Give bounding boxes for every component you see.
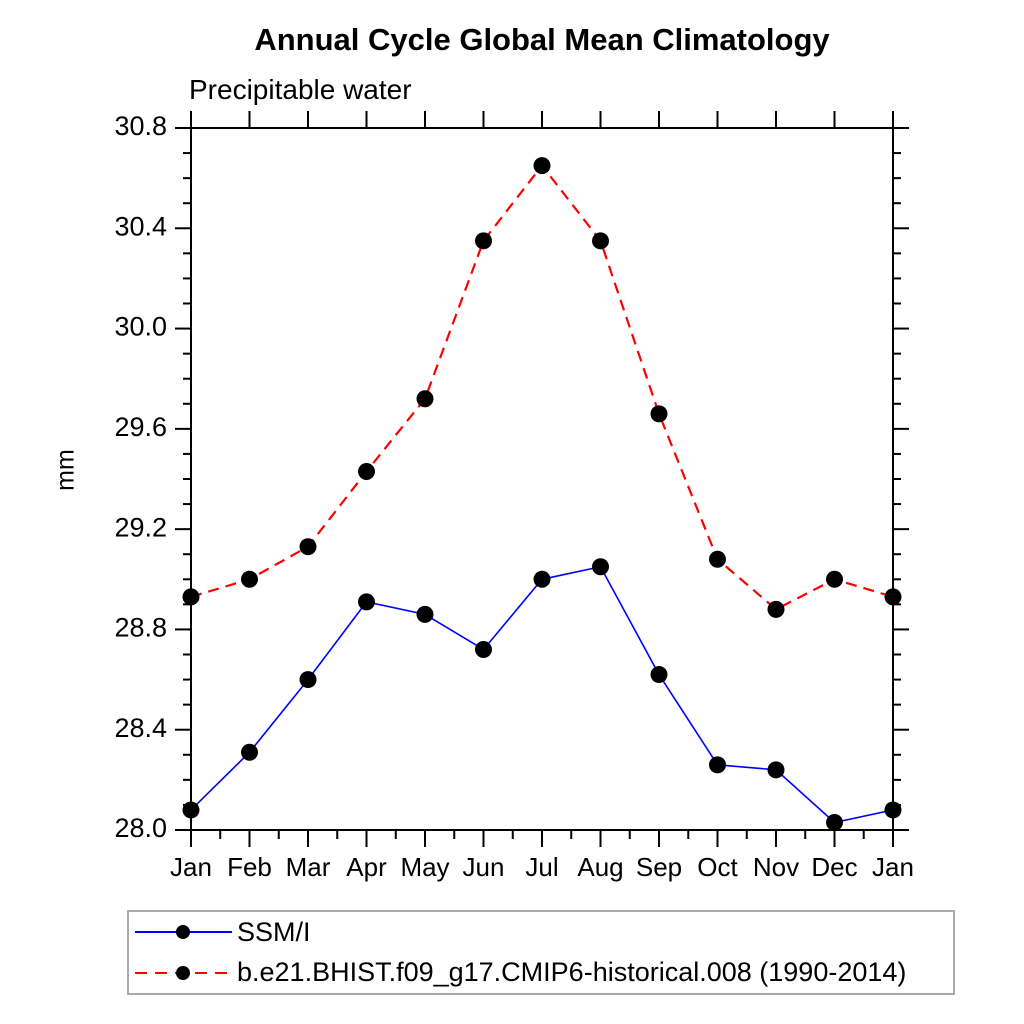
data-point-marker [241,570,258,588]
data-point-marker [182,588,200,606]
data-point-marker [650,405,668,423]
y-tick-label: 28.0 [114,813,167,843]
data-point-marker [475,232,492,250]
x-tick-label: Dec [811,852,857,882]
y-tick-label: 30.4 [114,211,167,241]
y-tick-label: 28.8 [114,613,167,643]
legend-item-label: b.e21.BHIST.f09_g17.CMIP6-historical.008… [237,957,907,988]
y-tick-label: 29.2 [114,512,167,542]
y-tick-label: 30.0 [114,312,167,342]
legend: SSM/I b.e21.BHIST.f09_g17.CMIP6-historic… [127,910,955,995]
y-tick-label: 30.8 [114,111,167,141]
series-line [190,565,894,824]
series-line [190,163,894,611]
data-point-marker [416,605,434,623]
data-point-marker [533,570,551,588]
x-tick-label: Feb [227,852,272,882]
legend-marker-icon [176,965,190,980]
x-tick-label: Jan [170,852,212,882]
x-tick-label: Mar [286,852,331,882]
x-tick-label: Jun [463,852,505,882]
data-point-marker [299,671,317,689]
data-point-marker [826,813,843,831]
legend-item-label: SSM/I [237,916,311,947]
data-point-marker [299,538,317,556]
data-point-marker [592,558,609,576]
data-point-marker [709,756,726,774]
data-point-marker [709,550,726,568]
x-tick-label: Apr [346,852,387,882]
x-tick-label: Nov [753,852,799,882]
data-point-marker [884,588,902,606]
data-point-marker [358,462,375,480]
data-point-marker [826,570,843,588]
x-tick-label: Sep [636,852,682,882]
legend-item-model: b.e21.BHIST.f09_g17.CMIP6-historical.008… [129,953,953,994]
data-point-marker [884,801,902,819]
legend-line-sample-solid [135,925,232,940]
data-point-marker [416,390,434,408]
data-point-marker [767,600,785,618]
data-point-marker [182,801,200,819]
data-point-marker [475,640,492,658]
y-tick-label: 29.6 [114,412,167,442]
chart-title: Annual Cycle Global Mean Climatology [254,22,830,57]
plot-frame [190,127,894,831]
data-point-marker [241,743,258,761]
y-tick-label: 28.4 [114,713,167,743]
x-tick-label: Jul [525,852,558,882]
x-tick-label: May [400,852,449,882]
data-point-marker [358,593,375,611]
legend-marker-icon [176,925,190,940]
x-tick-label: Jan [872,852,914,882]
legend-line-sample-dashed [135,965,232,980]
chart-subtitle: Precipitable water [189,74,412,105]
data-point-marker [592,232,609,250]
x-tick-label: Oct [697,852,738,882]
x-tick-label: Aug [577,852,623,882]
data-point-marker [533,157,551,175]
legend-item-ssmi: SSM/I [129,912,953,953]
data-point-marker [767,761,785,779]
data-point-marker [650,666,668,684]
